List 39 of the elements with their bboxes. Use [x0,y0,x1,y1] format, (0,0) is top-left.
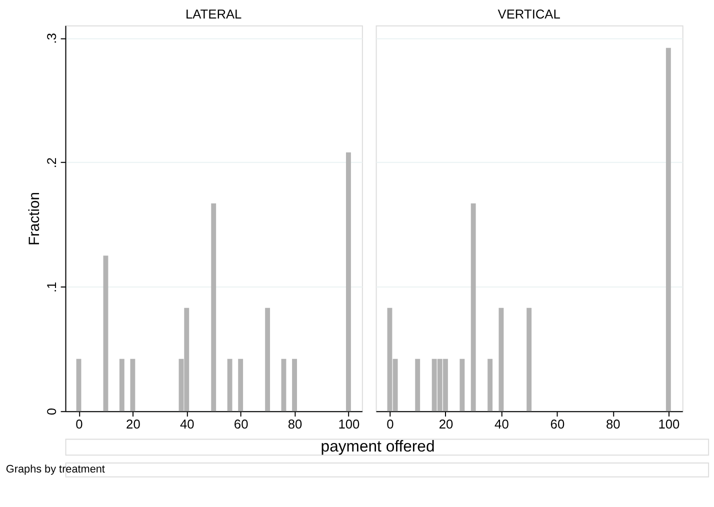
bar [460,358,465,412]
x-tick-label: 60 [234,416,248,432]
bar [488,358,493,412]
bar [346,152,351,412]
x-tick-label: 20 [438,416,454,432]
bar [211,203,216,412]
bar [265,308,270,412]
x-tick-label: 40 [180,416,194,432]
bar [281,358,286,412]
x-axis-title: payment offered [320,438,435,456]
x-tick-label: 0 [386,416,394,432]
y-tick-label: .3 [44,33,59,44]
y-axis-title: Fraction [27,192,44,246]
bar [119,358,124,412]
y-tick-label: 0 [44,408,59,416]
chart-title: VERTICAL [498,6,560,22]
x-tick-label: 60 [550,416,565,432]
bar [666,48,671,412]
bar [238,358,244,412]
bar [498,308,504,412]
bar [292,358,297,412]
x-tick-label: 100 [338,416,360,432]
chart-title: LATERAL [186,6,242,22]
bar [76,358,82,412]
bar [130,358,136,412]
y-tick-label: .1 [44,282,59,293]
x-tick-label: 100 [658,416,680,432]
x-tick-label: 40 [494,416,509,432]
y-tick-label: .2 [44,157,59,168]
text: Graphs by treatment [6,463,105,476]
x-tick-label: 0 [76,416,83,432]
bar [103,256,108,412]
bar [227,358,232,412]
x-tick-label: 20 [126,416,140,432]
bar [470,203,476,412]
bar [526,308,532,412]
x-tick-label: 80 [606,416,620,432]
bar [415,358,420,412]
x-tick-label: 80 [288,416,302,432]
